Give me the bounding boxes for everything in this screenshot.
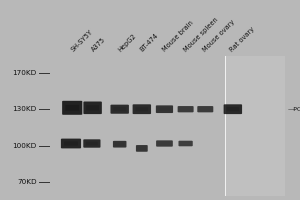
Text: HepG2: HepG2 [117, 33, 137, 53]
FancyBboxPatch shape [156, 140, 173, 147]
Text: BT-474: BT-474 [139, 33, 160, 53]
FancyBboxPatch shape [64, 141, 78, 146]
Text: 170KD: 170KD [12, 70, 37, 76]
FancyBboxPatch shape [62, 101, 82, 115]
FancyBboxPatch shape [200, 108, 211, 111]
FancyBboxPatch shape [113, 141, 127, 148]
FancyBboxPatch shape [61, 139, 81, 148]
Bar [225, 56, 285, 196]
FancyBboxPatch shape [138, 147, 146, 150]
FancyBboxPatch shape [156, 105, 173, 113]
FancyBboxPatch shape [226, 107, 239, 111]
FancyBboxPatch shape [86, 105, 99, 110]
FancyBboxPatch shape [86, 142, 98, 145]
FancyBboxPatch shape [159, 108, 170, 111]
Text: A375: A375 [90, 37, 106, 53]
Text: Mouse spleen: Mouse spleen [182, 17, 219, 53]
FancyBboxPatch shape [197, 106, 213, 112]
FancyBboxPatch shape [181, 142, 190, 145]
FancyBboxPatch shape [159, 142, 170, 145]
FancyBboxPatch shape [136, 145, 148, 152]
FancyBboxPatch shape [180, 108, 191, 111]
Text: SH-SY5Y: SH-SY5Y [70, 29, 94, 53]
FancyBboxPatch shape [110, 105, 129, 114]
FancyBboxPatch shape [115, 143, 124, 146]
Text: Rat ovary: Rat ovary [229, 26, 256, 53]
Text: Mouse ovary: Mouse ovary [202, 19, 236, 53]
FancyBboxPatch shape [178, 106, 194, 112]
FancyBboxPatch shape [133, 104, 151, 114]
Text: 70KD: 70KD [17, 179, 37, 185]
FancyBboxPatch shape [178, 141, 193, 146]
Text: Mouse brain: Mouse brain [161, 20, 195, 53]
Text: 130KD: 130KD [12, 106, 37, 112]
FancyBboxPatch shape [113, 107, 126, 111]
FancyBboxPatch shape [83, 139, 100, 148]
FancyBboxPatch shape [65, 105, 79, 111]
FancyBboxPatch shape [136, 107, 148, 111]
FancyBboxPatch shape [83, 102, 102, 114]
Text: —POLR2B: —POLR2B [287, 107, 300, 112]
Text: 100KD: 100KD [12, 143, 37, 149]
FancyBboxPatch shape [224, 104, 242, 114]
